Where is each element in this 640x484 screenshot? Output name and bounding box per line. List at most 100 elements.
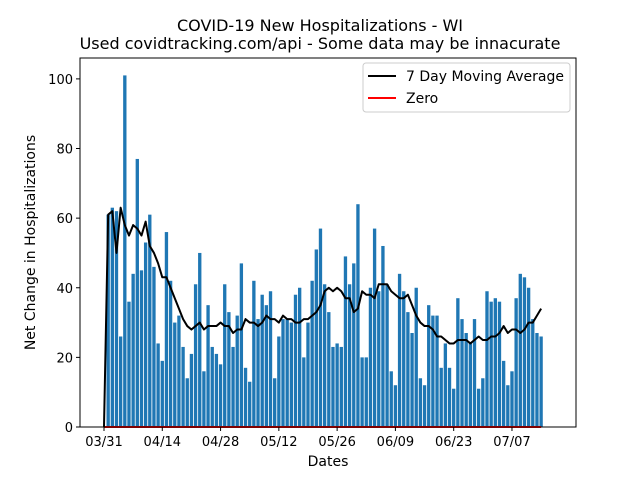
bar (298, 287, 302, 427)
bar (173, 322, 177, 427)
bar (439, 367, 443, 427)
bar (393, 385, 398, 427)
x-tick-label: 07/07 (493, 435, 530, 450)
bar (418, 378, 423, 427)
legend-label-moving-average: 7 Day Moving Average (406, 69, 564, 85)
bar (360, 357, 364, 427)
bar (501, 360, 506, 427)
bar (347, 284, 352, 427)
bar (227, 312, 231, 427)
bar (306, 322, 310, 427)
plot-frame (79, 57, 577, 428)
bar (285, 319, 289, 427)
bar (331, 346, 335, 427)
bar (327, 312, 331, 427)
bar (218, 364, 223, 427)
bar (293, 294, 298, 427)
bar (268, 291, 273, 427)
bar (389, 371, 393, 427)
bar (302, 357, 306, 427)
bar (314, 249, 318, 427)
bar (135, 158, 139, 427)
bar (214, 353, 219, 427)
bar (310, 280, 314, 427)
bar (422, 385, 427, 427)
bar (239, 263, 244, 427)
bar (518, 273, 522, 427)
bar (539, 336, 543, 427)
x-axis-label: Dates (308, 454, 349, 470)
bar (406, 312, 410, 427)
x-tick-label: 04/28 (202, 435, 239, 450)
bar (181, 346, 185, 427)
bar (460, 319, 464, 427)
bar (277, 336, 281, 427)
bar (531, 319, 535, 427)
bar (364, 357, 368, 427)
moving-average-layer (103, 206, 542, 428)
bar (106, 214, 110, 427)
y-tick-label: 0 (65, 421, 73, 436)
bar (202, 371, 206, 427)
bar (468, 343, 473, 427)
bar (397, 273, 402, 427)
chart-title: COVID-19 New Hospitalizations - WI (177, 16, 463, 35)
bar (472, 319, 477, 427)
bar (385, 284, 389, 427)
bar (335, 343, 339, 427)
bar (185, 378, 189, 427)
bar (447, 367, 452, 427)
bar (143, 242, 148, 427)
bar (152, 266, 156, 427)
bar (377, 291, 381, 427)
bar (322, 284, 327, 427)
bar (510, 371, 514, 427)
bar (372, 228, 377, 427)
bar (497, 301, 502, 427)
bar (164, 232, 169, 427)
bar (114, 211, 119, 427)
bar (452, 388, 456, 427)
bar (252, 280, 256, 427)
bar (123, 75, 127, 427)
bar (402, 291, 406, 427)
bar (493, 298, 497, 427)
legend: 7 Day Moving Average Zero (362, 62, 571, 113)
bar (414, 287, 418, 427)
x-tick-label: 05/12 (260, 435, 297, 450)
legend-label-zero: Zero (406, 91, 438, 107)
x-tick-label: 04/14 (144, 435, 181, 450)
x-tick-label: 05/26 (318, 435, 355, 450)
bar (110, 207, 114, 427)
x-tick-label: 03/31 (85, 435, 122, 450)
x-tick-label: 06/23 (435, 435, 472, 450)
y-axis: 0 20 40 60 80 100 (48, 73, 80, 436)
y-tick-label: 60 (56, 212, 73, 227)
x-axis: 03/31 04/14 04/28 05/12 05/26 06/09 06/23 07/07 (85, 427, 531, 450)
bar (189, 353, 194, 427)
bar (231, 346, 235, 427)
bar (356, 204, 360, 427)
bar (522, 277, 527, 427)
bar (535, 333, 539, 427)
bar (273, 378, 277, 427)
bar (223, 284, 227, 427)
bar (168, 280, 173, 427)
bar (410, 333, 414, 427)
y-tick-label: 20 (56, 351, 73, 366)
bar (526, 287, 531, 427)
bar (156, 343, 160, 427)
bar (481, 378, 485, 427)
y-tick-label: 40 (56, 282, 73, 297)
moving-average-line (103, 206, 542, 428)
bar (193, 284, 198, 427)
bar (318, 228, 323, 427)
bar (160, 360, 164, 427)
bar (206, 305, 210, 427)
bar (127, 301, 131, 427)
bars-group (106, 75, 543, 427)
bar (235, 315, 239, 427)
chart-subtitle: Used covidtracking.com/api - Some data m… (80, 34, 561, 53)
